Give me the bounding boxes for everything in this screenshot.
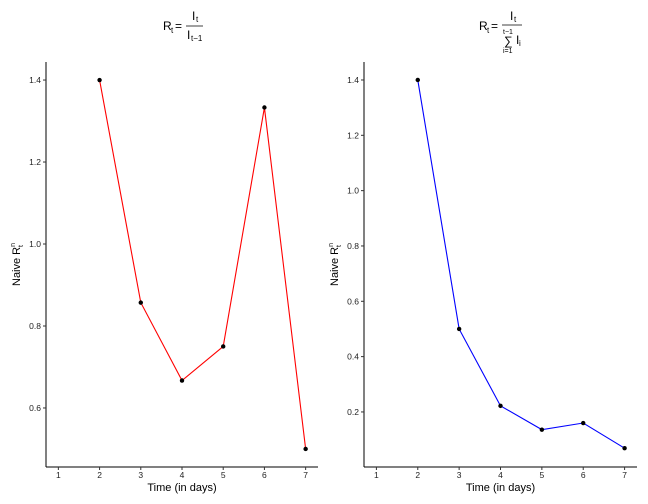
left-panel: 1 2 3 4 5 6 7 0.6 0.8 1.0 1.2 1.4 Time (in days) Naiv… [10,62,318,494]
series-line [417,79,625,449]
x-tick-label: 4 [180,470,185,480]
y-tick-label: 1.0 [347,186,359,196]
title-den: I [516,33,519,47]
x-tick-label: 1 [56,470,61,480]
data-point [303,446,308,452]
x-tick-label: 1 [374,470,379,480]
data-point [221,344,226,349]
left-title: R t = I t I t−1 [163,9,203,43]
data-point [539,427,545,432]
title-num: I [192,9,195,23]
x-tick-label: 7 [303,470,308,480]
x-tick-label: 7 [622,470,627,480]
title-eq: = [175,19,182,33]
data-point [622,445,627,451]
data-point [498,403,503,409]
x-tick-label: 3 [457,470,462,480]
y-tick-label: 0.4 [347,352,359,362]
data-point [415,77,420,83]
title-den-sub: i [519,39,521,48]
x-axis-label: Time (in days) [147,482,216,494]
title-sum-lower: i=1 [503,48,513,55]
right-panel: 1 2 3 4 5 6 7 0.2 0.4 0.6 0.8 1.0 1.2 1.4 Time (in day… [328,62,637,494]
x-tick-label: 5 [539,470,544,480]
title-den: I [187,28,190,42]
title-lhs: R [479,19,488,33]
right-title: R t = I t t−1 ∑ i=1 I i [479,9,522,55]
y-tick-label: 0.8 [29,321,41,331]
data-point [262,105,267,110]
y-tick-label: 1.4 [29,75,41,85]
data-point [456,326,462,332]
y-tick-label: 1.0 [29,239,41,249]
y-axis-label: Naive Rnt [328,243,343,286]
title-den-sub: t−1 [191,34,203,43]
y-axis-label: Naive Rnt [10,243,25,286]
y-tick-label: 1.2 [347,130,359,140]
title-sigma: ∑ [504,34,513,48]
x-tick-label: 6 [262,470,267,480]
y-tick-label: 0.2 [347,407,359,417]
x-axis-label: Time (in days) [466,482,535,494]
title-num: I [510,9,513,23]
data-point [581,420,586,426]
title-num-sub: t [514,15,517,24]
data-point [179,378,185,383]
data-point [138,300,143,305]
x-tick-label: 2 [415,470,420,480]
y-tick-label: 1.2 [29,157,41,167]
title-lhs-sub: t [171,26,174,35]
x-tick-label: 4 [498,470,503,480]
title-lhs-sub: t [487,26,490,35]
title-num-sub: t [196,15,199,24]
x-tick-label: 5 [221,470,226,480]
title-eq: = [491,19,498,33]
series-line [99,79,307,450]
y-tick-label: 1.4 [347,75,359,85]
x-tick-label: 2 [97,470,102,480]
x-tick-label: 3 [138,470,143,480]
title-lhs: R [163,19,172,33]
x-tick-label: 6 [581,470,586,480]
y-tick-label: 0.6 [29,403,41,413]
title-sum-upper: t−1 [503,29,513,36]
y-tick-label: 0.6 [347,296,359,306]
y-tick-label: 0.8 [347,241,359,251]
data-point [97,77,102,83]
